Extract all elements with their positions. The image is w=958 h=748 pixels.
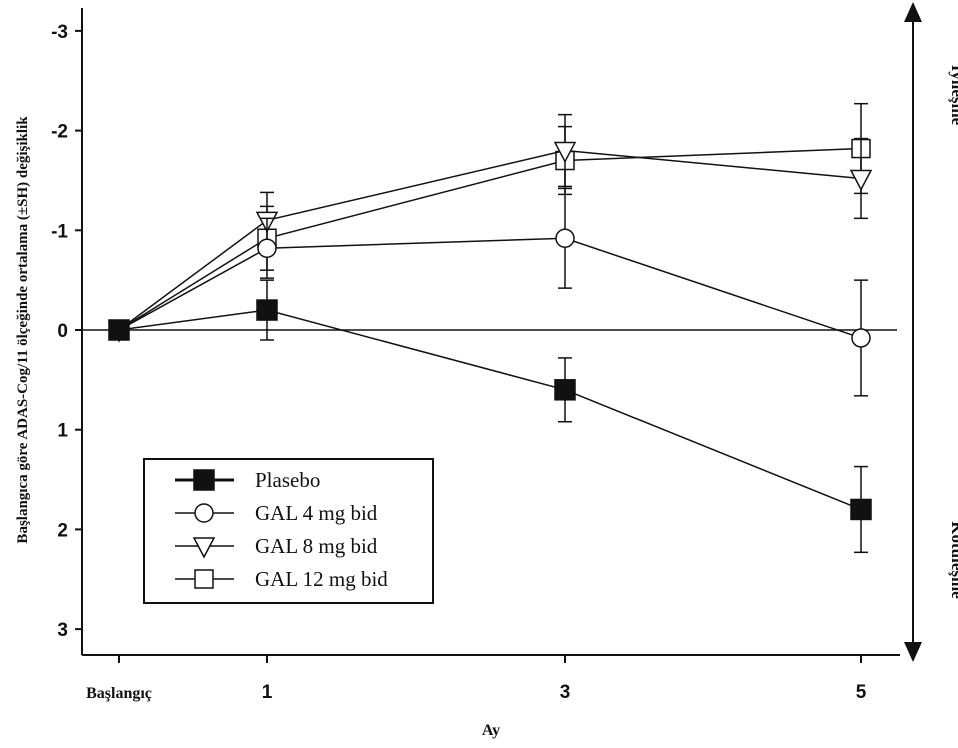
series-line <box>118 147 862 331</box>
series-0 <box>108 279 872 554</box>
y-axis-title: Başlangıca göre ADAS-Cog/11 ölçeğinde or… <box>15 116 31 544</box>
legend-marker <box>192 537 216 559</box>
y-tick-label: 2 <box>57 520 68 541</box>
y-tick-label: -2 <box>51 122 68 143</box>
series-line <box>118 149 862 331</box>
legend-label: GAL 8 mg bid <box>255 534 378 558</box>
series-line <box>118 309 862 511</box>
x-tick-label: Başlangıç <box>86 685 152 702</box>
data-point <box>108 319 130 341</box>
legend-label: GAL 4 mg bid <box>255 501 378 525</box>
data-point <box>849 169 873 192</box>
legend-box <box>143 458 434 604</box>
arrow-down-head <box>904 642 922 662</box>
data-point <box>554 379 576 401</box>
legend-marker <box>193 469 215 491</box>
data-point <box>257 238 277 258</box>
data-point <box>850 498 872 521</box>
y-ticks: -3 -2 -1 0 1 2 3 <box>51 22 82 641</box>
legend-marker <box>194 503 214 523</box>
x-ticks: Başlangıç 1 3 5 <box>86 655 867 703</box>
series-line <box>118 237 862 339</box>
data-point <box>256 299 278 321</box>
series-3 <box>109 102 871 340</box>
axes <box>81 8 900 656</box>
legend-label: Plasebo <box>255 468 320 492</box>
x-tick-label: 3 <box>560 682 571 703</box>
series-2 <box>107 113 873 343</box>
y-tick-label: -1 <box>51 221 68 242</box>
worsening-label: Kötüleşme <box>948 521 958 599</box>
arrow-up-head <box>904 2 922 22</box>
y-tick-label: 1 <box>57 421 68 442</box>
x-tick-label: 1 <box>262 682 273 703</box>
x-tick-label: 5 <box>856 682 867 703</box>
data-point <box>553 141 577 164</box>
legend-label: GAL 12 mg bid <box>255 567 388 591</box>
series-layer <box>107 102 873 554</box>
y-tick-label: -3 <box>51 22 68 43</box>
y-tick-label: 3 <box>57 620 68 641</box>
x-axis-title: Ay <box>482 722 500 739</box>
data-point <box>555 228 575 249</box>
series-1 <box>109 187 871 397</box>
data-point <box>851 328 871 348</box>
legend: Plasebo GAL 4 mg bid GAL 8 mg bid GAL 12 mg… <box>143 458 434 604</box>
y-tick-label: 0 <box>57 321 68 342</box>
improvement-label: İyileşme <box>948 65 958 126</box>
direction-arrow <box>904 2 922 662</box>
legend-marker <box>194 569 214 589</box>
